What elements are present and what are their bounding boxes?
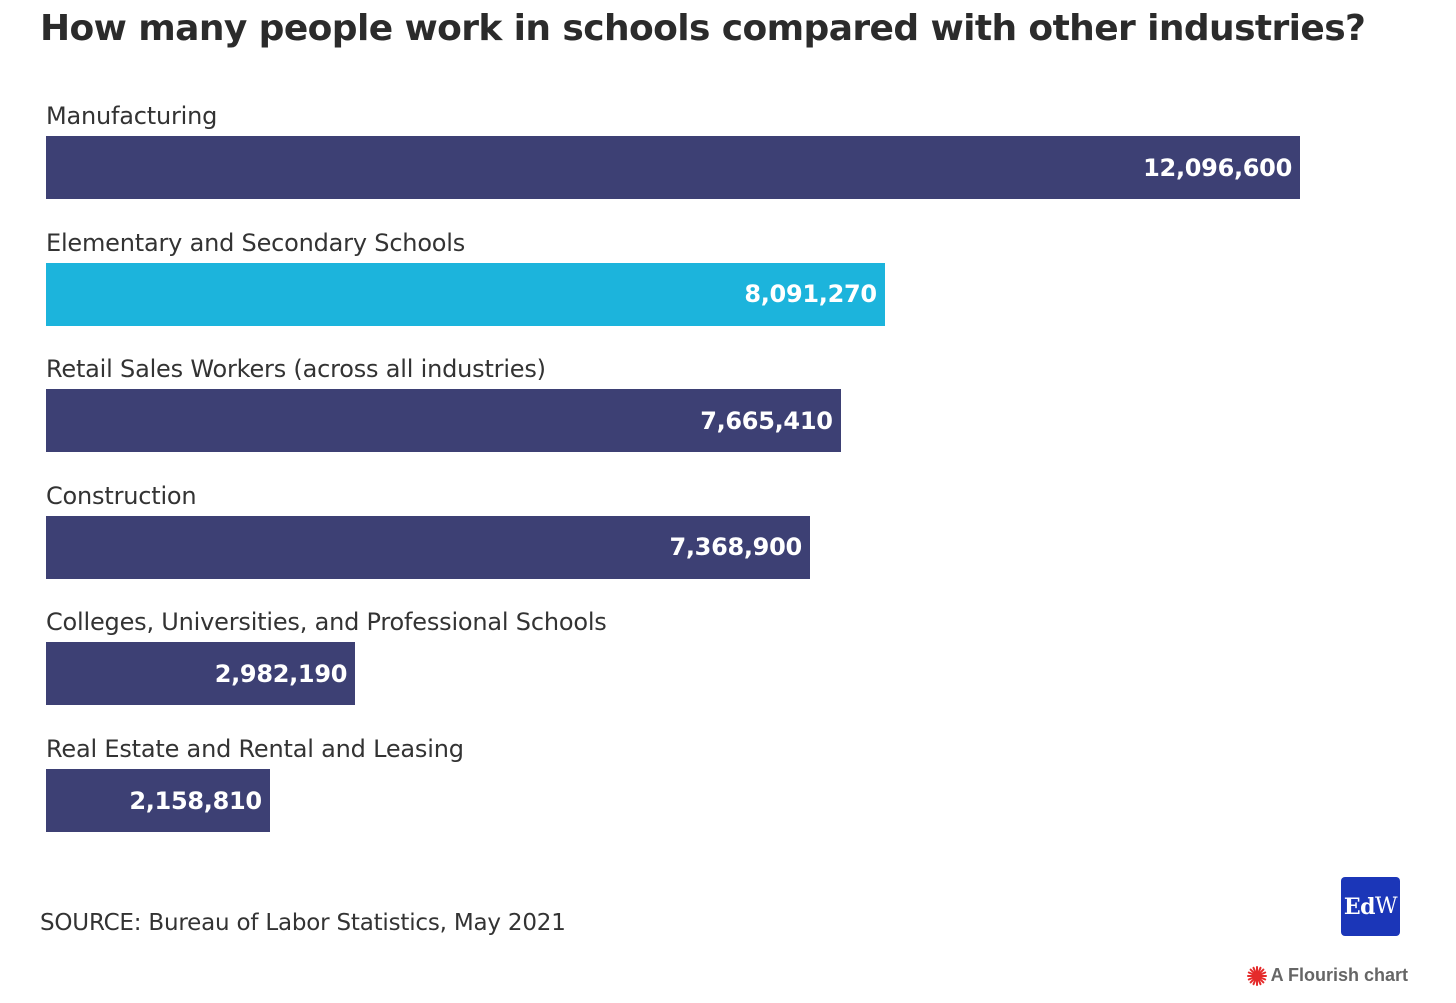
value-label: 7,665,410 — [700, 406, 833, 435]
category-label: Manufacturing — [46, 102, 218, 130]
bar[interactable]: 2,158,810 — [46, 769, 270, 832]
bar[interactable]: 7,368,900 — [46, 515, 810, 579]
category-label: Construction — [46, 481, 197, 510]
value-label: 7,368,900 — [669, 533, 802, 562]
bar[interactable]: 2,982,190 — [46, 642, 356, 706]
category-label: Retail Sales Workers (across all industr… — [46, 355, 546, 384]
category-label: Colleges, Universities, and Professional… — [46, 608, 607, 637]
bar-row: Manufacturing 12,096,600 — [46, 100, 1306, 200]
logo-text-bold: Ed — [1343, 893, 1376, 920]
logo-text-regular: W — [1375, 894, 1398, 919]
highlighted-bar[interactable]: 8,091,270 — [46, 262, 885, 326]
bar-row: Elementary and Secondary Schools 8,091,27… — [46, 227, 1306, 327]
value-label: 8,091,270 — [744, 280, 877, 309]
bar-row: Real Estate and Rental and Leasing 2,158,… — [46, 733, 1306, 833]
flourish-credit-link[interactable]: A Flourish chart — [1246, 965, 1408, 986]
flourish-burst-icon — [1246, 965, 1267, 986]
value-label: 2,158,810 — [129, 786, 262, 815]
source-note: SOURCE: Bureau of Labor Statistics, May … — [40, 910, 566, 936]
bar[interactable]: 12,096,600 — [46, 136, 1300, 199]
bar[interactable]: 7,665,410 — [46, 389, 841, 453]
edw-logo[interactable]: Ed W — [1341, 877, 1400, 936]
category-label: Elementary and Secondary Schools — [46, 228, 466, 257]
bar-row: Retail Sales Workers (across all industr… — [46, 353, 1306, 453]
category-label: Real Estate and Rental and Leasing — [46, 735, 464, 763]
bar-chart: Manufacturing 12,096,600 Elementary and Se… — [46, 100, 1306, 840]
chart-title: How many people work in schools compared… — [40, 8, 1366, 49]
bar-row: Colleges, Universities, and Professional… — [46, 606, 1306, 706]
value-label: 12,096,600 — [1143, 153, 1292, 182]
value-label: 2,982,190 — [214, 659, 348, 688]
flourish-credit-label: A Flourish chart — [1270, 965, 1408, 985]
bar-row: Construction 7,368,900 — [46, 480, 1306, 580]
